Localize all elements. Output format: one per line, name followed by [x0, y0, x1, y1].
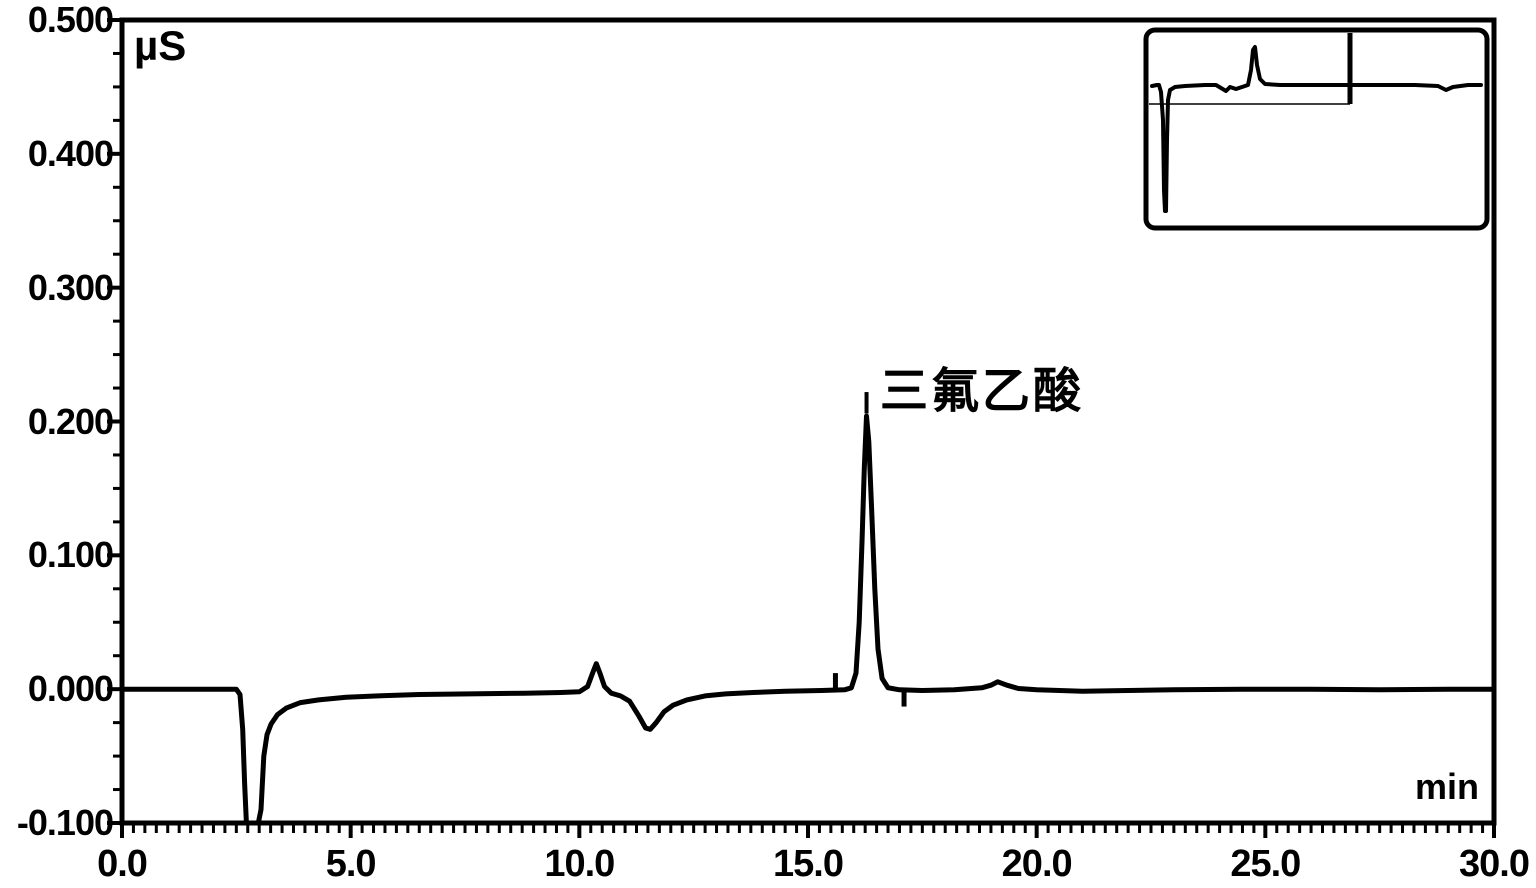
- y-tick-label: -0.100: [16, 802, 114, 843]
- x-tick-label: 5.0: [325, 843, 377, 885]
- x-tick-label: 20.0: [1001, 843, 1073, 885]
- y-tick-label: 0.300: [27, 266, 114, 308]
- y-tick-label: 0.000: [27, 668, 114, 710]
- chromatogram-trace: [119, 413, 1497, 826]
- x-axis-unit-label: min: [1415, 766, 1480, 807]
- peak-annotation-label: 三氟乙酸: [880, 365, 1085, 418]
- overview-inset-trace: [1150, 45, 1483, 213]
- x-tick-label: 15.0: [773, 843, 844, 885]
- y-tick-label: 0.400: [27, 132, 114, 174]
- x-tick-label: 25.0: [1230, 843, 1301, 885]
- overview-inset-border: [1143, 27, 1490, 231]
- y-axis-unit-label: µS: [134, 22, 187, 69]
- x-tick-label: 30.0: [1459, 843, 1530, 885]
- y-tick-label: 0.500: [27, 0, 114, 40]
- y-tick-label: 0.200: [27, 400, 114, 442]
- y-tick-label: 0.100: [27, 534, 114, 576]
- x-tick-label: 0.0: [97, 843, 148, 885]
- axis-ticks: [107, 18, 1496, 838]
- x-tick-label: 10.0: [544, 843, 615, 885]
- plot-border: [119, 17, 1497, 826]
- overview-inset: [1143, 27, 1490, 231]
